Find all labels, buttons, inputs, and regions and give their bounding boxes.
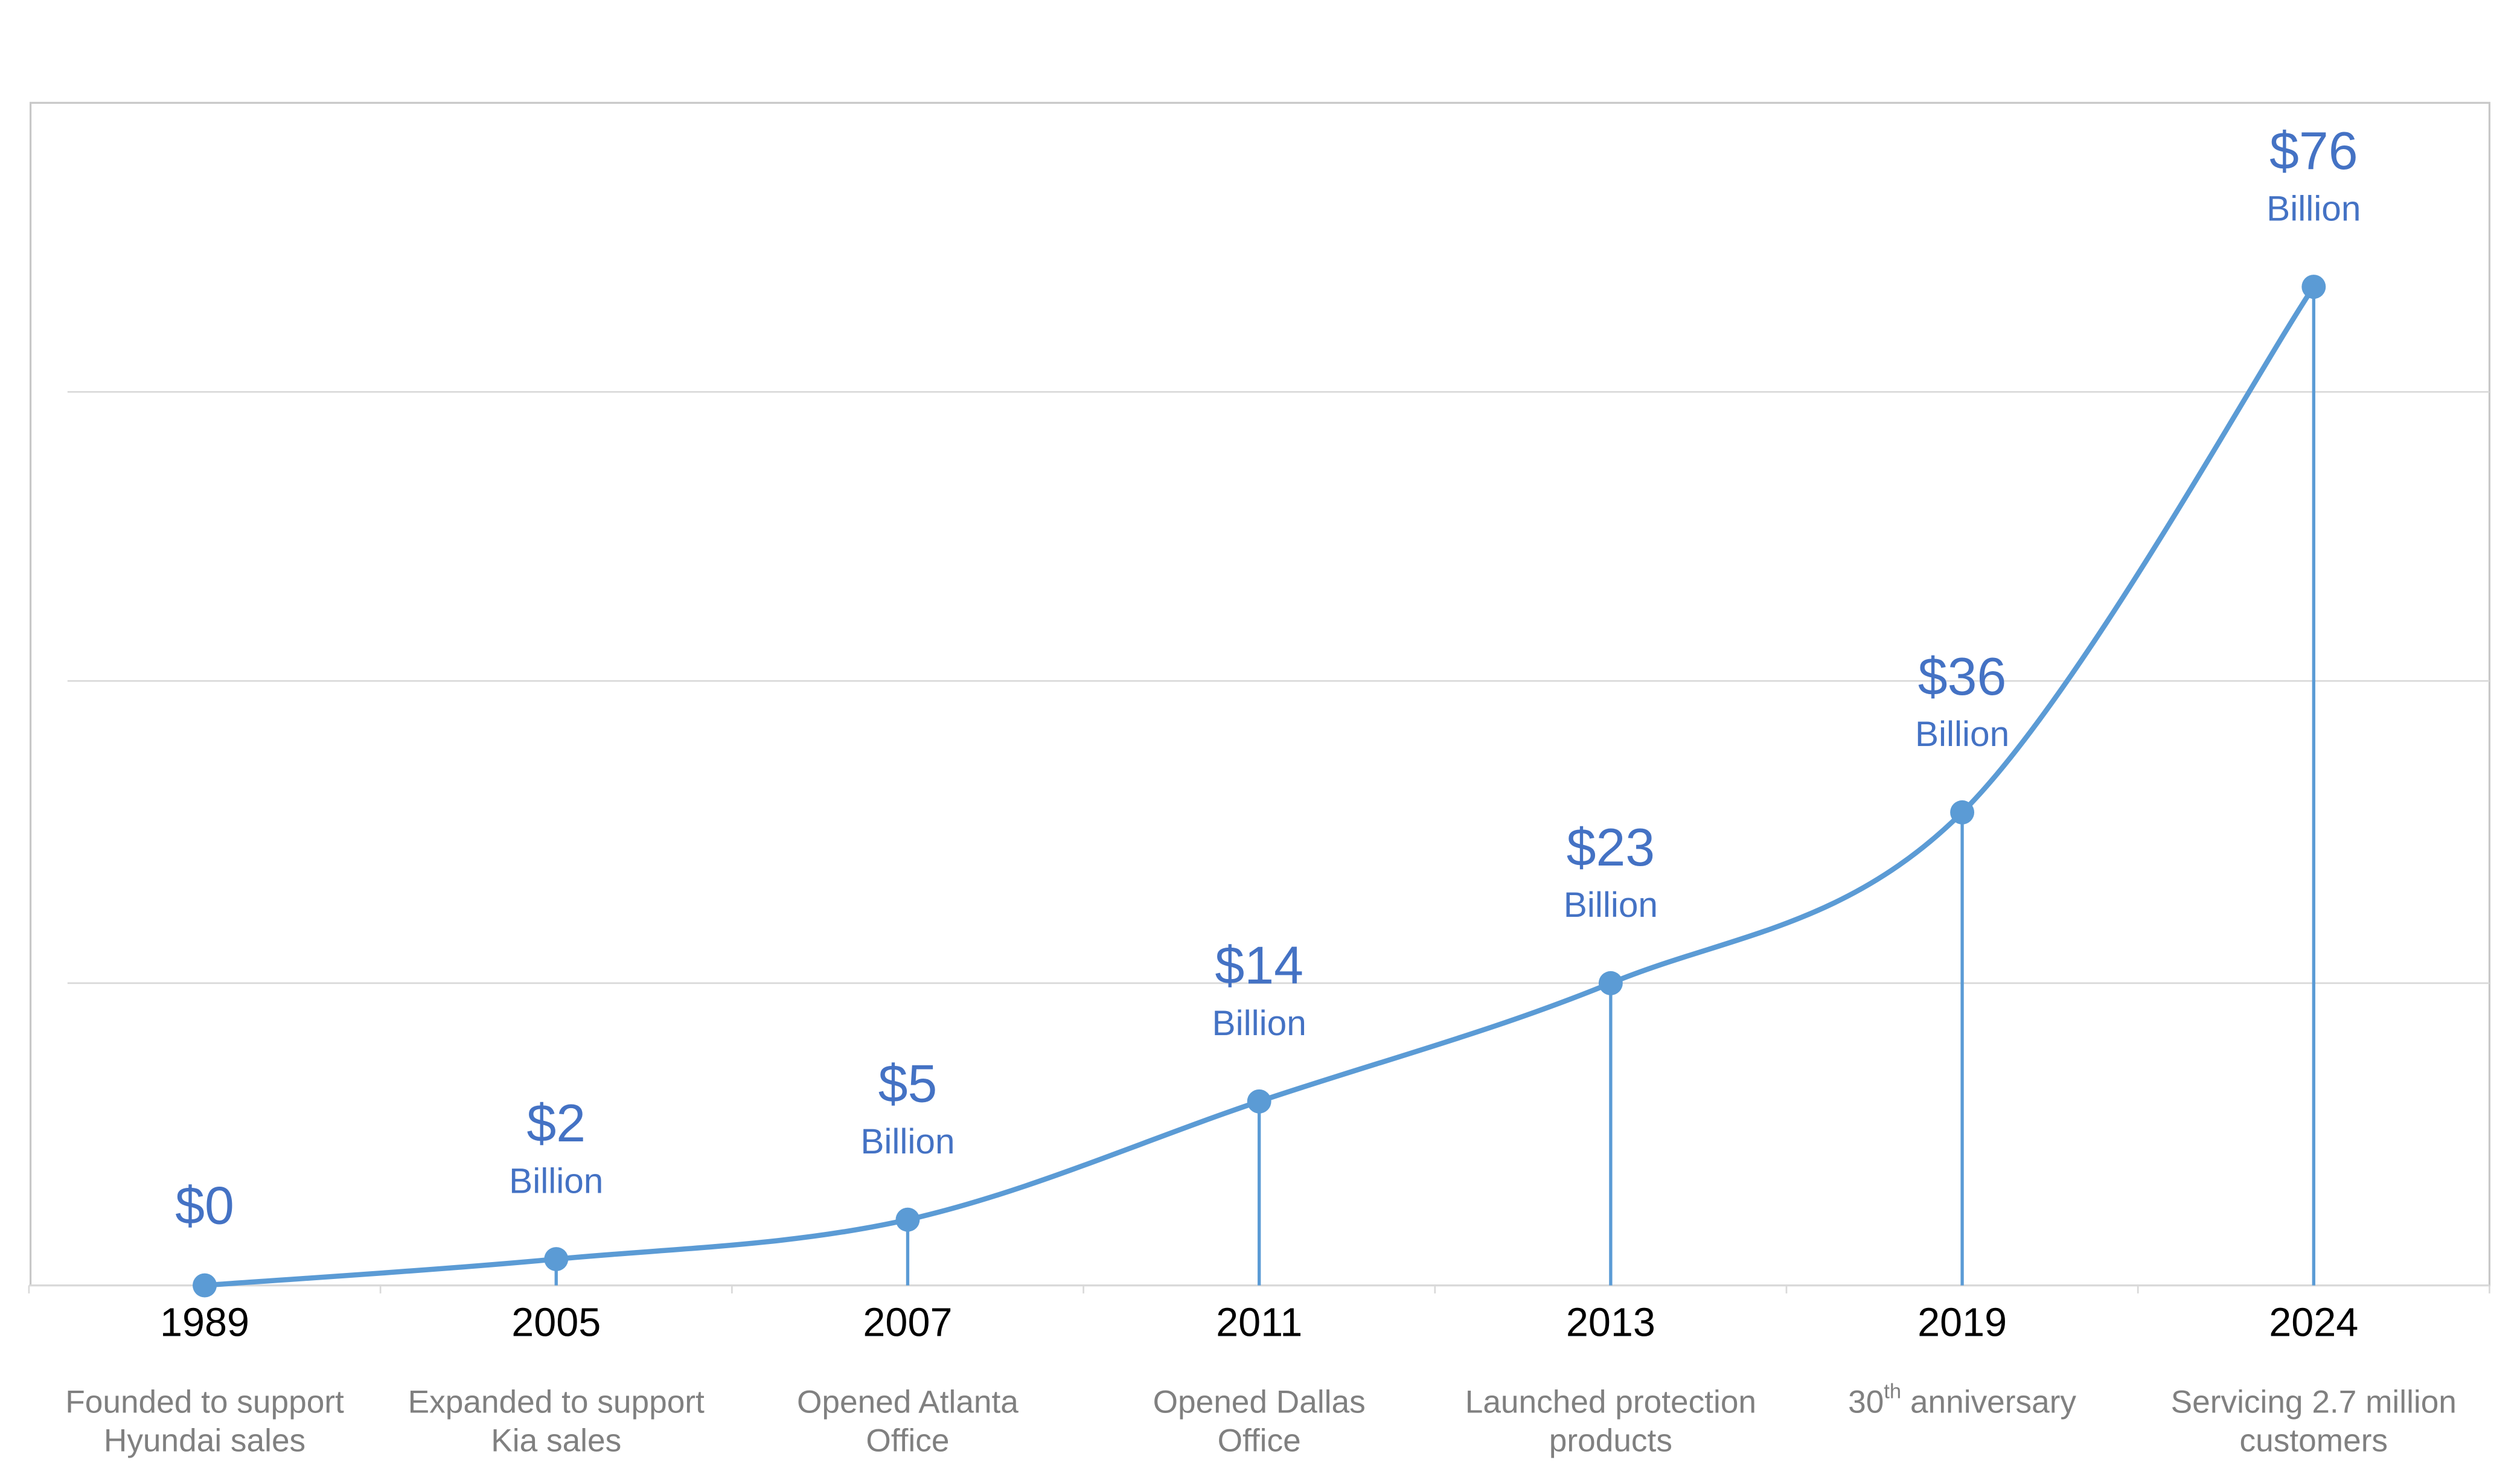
unit-label: Billion [2266,189,2361,228]
x-tick-label: 2024 [2269,1301,2358,1345]
x-tick-label: 2007 [863,1301,952,1345]
value-label: $14 [1215,936,1303,995]
description-text: Servicing 2.7 million [2171,1385,2457,1420]
description: Opened Atlanta [797,1385,1019,1420]
marker [544,1247,569,1272]
description-text: Expanded to support [408,1385,705,1420]
description-text: anniversary [1901,1385,2076,1420]
description: Servicing 2.7 million [2171,1385,2457,1420]
description: Hyundai sales [104,1423,305,1459]
unit-label: Billion [1915,715,2009,754]
description-text: Office [866,1423,949,1459]
x-tick-label: 2005 [511,1301,601,1345]
x-tick-label: 1989 [160,1301,249,1345]
description: products [1549,1423,1672,1459]
description-text: 30 [1848,1385,1884,1420]
description-text: Opened Atlanta [797,1385,1019,1420]
value-label: $23 [1567,817,1655,877]
description-text: Kia sales [491,1423,621,1459]
description-text: Hyundai sales [104,1423,305,1459]
description-text: customers [2240,1423,2388,1459]
value-label: $5 [878,1054,938,1114]
description-text: Opened Dallas [1153,1385,1366,1420]
unit-label: Billion [1212,1004,1306,1043]
marker [193,1273,217,1298]
description: Expanded to support [408,1385,705,1420]
marker [895,1207,920,1232]
description-text: Office [1218,1423,1301,1459]
description: Office [1218,1423,1301,1459]
description: Opened Dallas [1153,1385,1366,1420]
value-label: $2 [526,1093,586,1153]
marker [1247,1089,1271,1114]
description-text: products [1549,1423,1672,1459]
marker [2301,275,2326,299]
description: Launched protection [1465,1385,1756,1420]
value-label: $0 [175,1176,234,1236]
description: customers [2240,1423,2388,1459]
description-text: th [1884,1380,1901,1403]
marker [1598,971,1623,995]
description: Office [866,1423,949,1459]
value-label: $76 [2269,121,2358,180]
unit-label: Billion [860,1122,955,1161]
description-text: Launched protection [1465,1385,1756,1420]
marker [1950,800,1975,824]
x-tick-label: 2019 [1917,1301,2007,1345]
description: 30th anniversary [1848,1380,2076,1420]
unit-label: Billion [1564,885,1658,925]
description-text: Founded to support [65,1385,344,1420]
value-label: $36 [1918,646,2007,706]
x-tick-label: 2013 [1566,1301,1655,1345]
description: Founded to support [65,1385,344,1420]
x-tick-label: 2011 [1216,1301,1302,1345]
description: Kia sales [491,1423,621,1459]
unit-label: Billion [509,1161,603,1201]
